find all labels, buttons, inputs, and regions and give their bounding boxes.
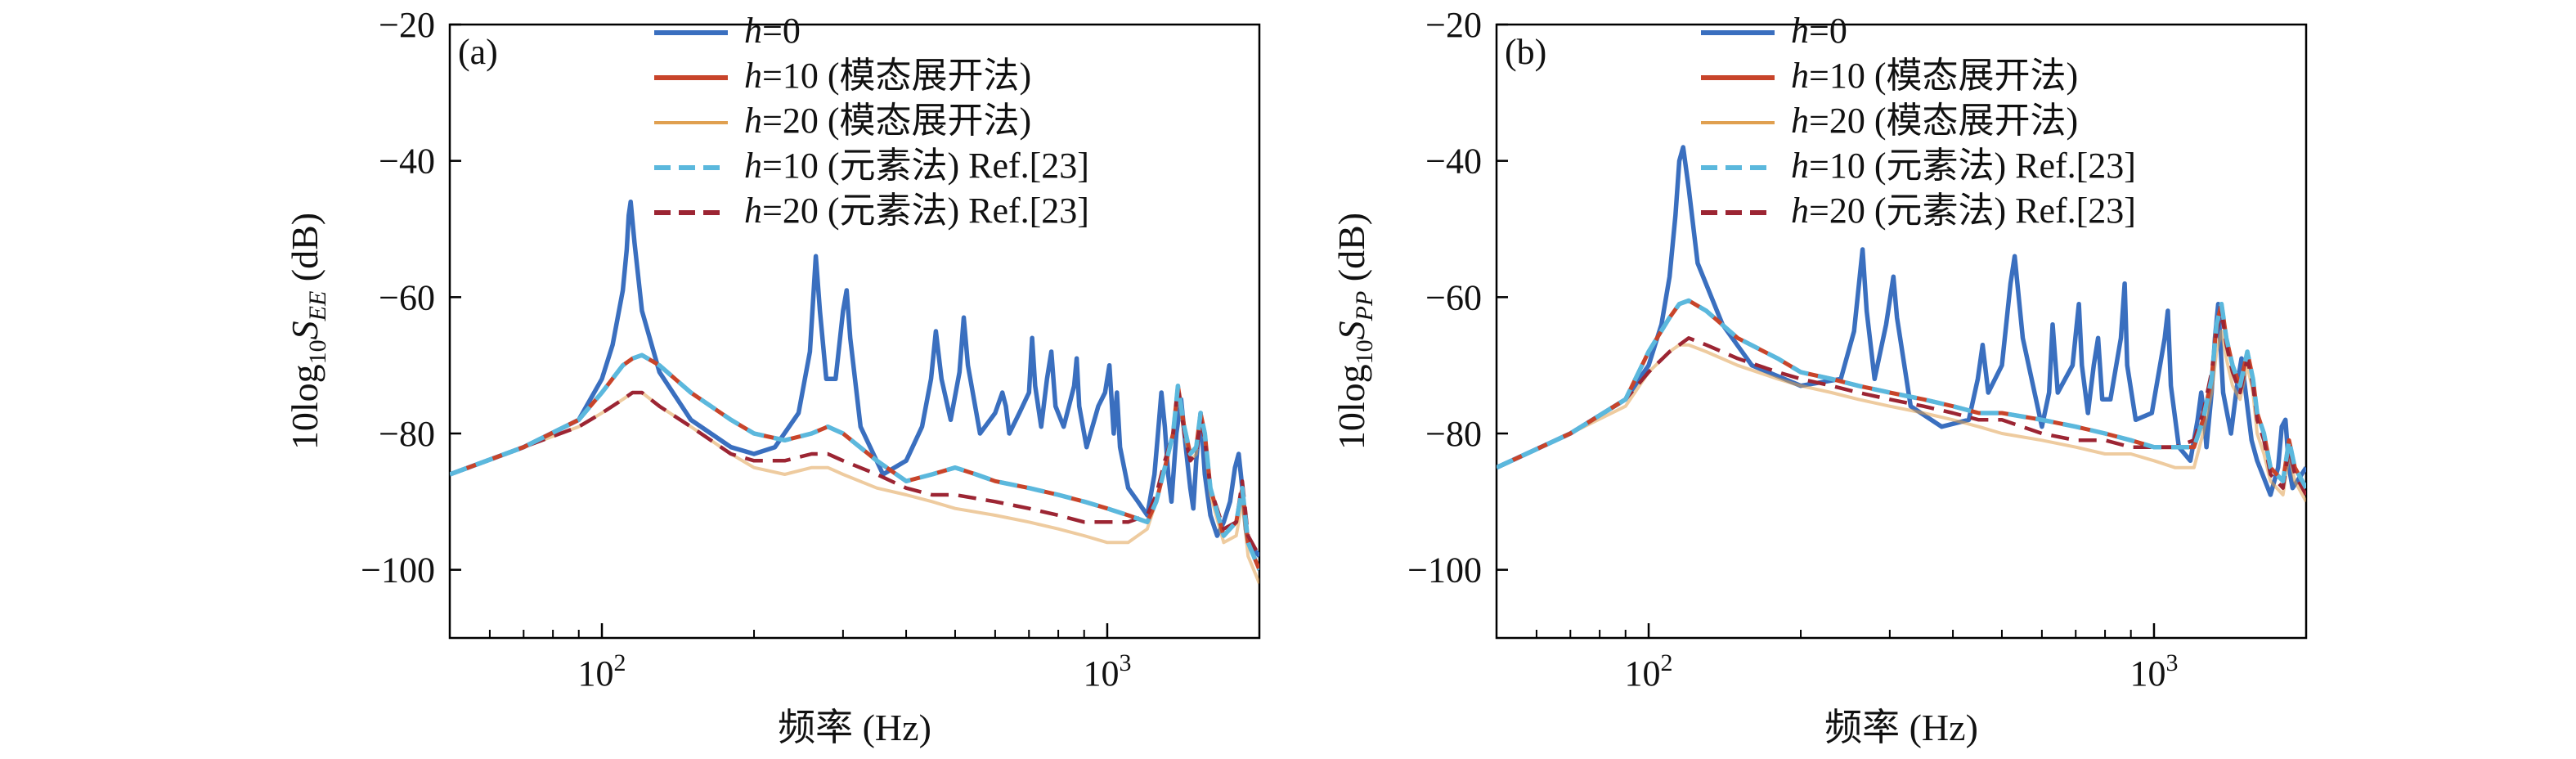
y-axis-label-base: 10 bbox=[304, 339, 331, 364]
y-tick-label: −80 bbox=[1425, 414, 1482, 454]
y-tick-label: −20 bbox=[1425, 5, 1482, 45]
y-axis-label-prefix: 10log bbox=[284, 364, 325, 450]
legend-label: h=10 (模态展开法) bbox=[1791, 56, 2078, 96]
series-layer bbox=[1497, 145, 2306, 503]
y-axis-label-symbol: S bbox=[1331, 321, 1372, 339]
y-axis-label: 10log10SEE (dB) bbox=[284, 213, 331, 450]
series-line-0 bbox=[1497, 145, 2306, 497]
x-axis-label: 频率 (Hz) bbox=[1824, 707, 1978, 748]
series-line-3 bbox=[450, 353, 1259, 571]
y-axis-label-prefix: 10log bbox=[1331, 364, 1372, 450]
legend-label: h=20 (模态展开法) bbox=[1791, 101, 2078, 141]
legend-label: h=20 (元素法) Ref.[23] bbox=[744, 191, 1089, 231]
legend-label: h=10 (模态展开法) bbox=[744, 56, 1031, 96]
y-axis-label-symbol: S bbox=[284, 321, 325, 339]
y-axis-label-base: 10 bbox=[1351, 339, 1378, 364]
y-tick-label: −40 bbox=[379, 141, 435, 182]
legend-label: h=0 bbox=[744, 11, 801, 51]
y-tick-label: −100 bbox=[361, 550, 435, 591]
panel-label: (a) bbox=[458, 32, 498, 72]
panel-label: (b) bbox=[1505, 32, 1546, 72]
tick-layer: −20 −40 −60 −80 −100 102 103 bbox=[361, 5, 1260, 694]
y-axis-label-unit: (dB) bbox=[1331, 213, 1372, 291]
y-tick-label: −100 bbox=[1407, 550, 1482, 591]
x-tick-label: 103 bbox=[1083, 649, 1131, 694]
legend-label: h=20 (元素法) Ref.[23] bbox=[1791, 191, 2136, 231]
y-tick-label: −20 bbox=[379, 5, 435, 45]
x-tick-label: 102 bbox=[1625, 649, 1673, 694]
plot-frame bbox=[448, 23, 1261, 640]
series-line-0 bbox=[450, 199, 1259, 558]
y-tick-label: −60 bbox=[1425, 277, 1482, 317]
legend-label: h=10 (元素法) Ref.[23] bbox=[1791, 146, 2136, 186]
y-axis-label: 10log10SPP (dB) bbox=[1331, 213, 1378, 450]
series-line-3 bbox=[1497, 298, 2306, 490]
legend-label: h=0 bbox=[1791, 11, 1847, 51]
series-line-4 bbox=[450, 384, 1259, 558]
legend: h=0 h=10 (模态展开法) h=20 (模态展开法) h=10 (元素法) Re… bbox=[1701, 11, 2136, 231]
legend-label: h=20 (模态展开法) bbox=[744, 101, 1031, 141]
y-tick-label: −60 bbox=[379, 277, 435, 317]
y-axis-label-unit: (dB) bbox=[284, 213, 325, 291]
x-axis-label: 频率 (Hz) bbox=[778, 707, 931, 748]
y-tick-label: −40 bbox=[1425, 141, 1482, 182]
legend-label: h=10 (元素法) Ref.[23] bbox=[744, 146, 1089, 186]
x-tick-label: 103 bbox=[2129, 649, 2178, 694]
plot-frame bbox=[1495, 23, 2308, 640]
x-tick-label: 102 bbox=[578, 649, 626, 694]
legend: h=0 h=10 (模态展开法) h=20 (模态展开法) h=10 (元素法) Re… bbox=[654, 11, 1089, 231]
tick-layer: −20 −40 −60 −80 −100 102 103 bbox=[1407, 5, 2307, 694]
y-axis-label-subscript: PP bbox=[1351, 291, 1378, 322]
y-tick-label: −80 bbox=[379, 414, 435, 454]
series-layer bbox=[450, 199, 1259, 585]
y-axis-label-subscript: EE bbox=[304, 291, 331, 322]
